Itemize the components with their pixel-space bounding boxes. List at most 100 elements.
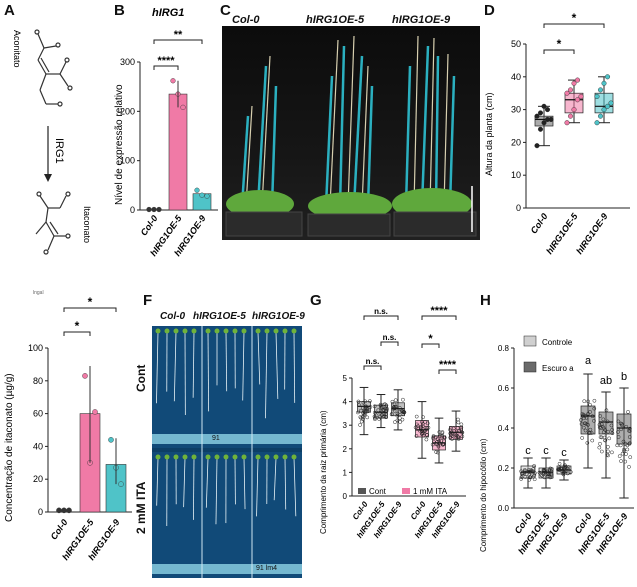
y-tick-label: 0 — [38, 507, 43, 517]
seedling-leaf — [206, 455, 211, 460]
y-tick-label: 4 — [343, 398, 348, 407]
data-point — [624, 452, 627, 455]
data-point — [401, 398, 404, 401]
legend-label-controle: Controle — [542, 338, 573, 347]
data-point — [157, 207, 162, 212]
significance-label: n.s. — [374, 307, 388, 316]
plant-photo-illustration — [222, 26, 480, 240]
data-point — [626, 448, 629, 451]
data-point — [82, 373, 87, 378]
group-letter: c — [561, 447, 567, 459]
seedling-leaf — [233, 455, 238, 460]
seedling-leaf — [242, 329, 247, 334]
data-point — [394, 399, 397, 402]
x-tick-label: Col-0 — [139, 213, 160, 237]
aconitate-structure — [35, 30, 72, 106]
plate-label-col0: Col-0 — [160, 311, 185, 322]
seedling-leaf — [274, 455, 279, 460]
panel-label-g: G — [310, 292, 322, 309]
seedling-leaf — [215, 329, 220, 334]
chart-h: Comprimento do hipocótilo (cm) 0.00.20.4… — [472, 282, 637, 582]
bar — [169, 94, 187, 210]
data-point — [605, 104, 610, 109]
condition-label-cont: Cont — [134, 365, 148, 392]
data-point — [608, 437, 611, 440]
seedling-leaf — [165, 455, 170, 460]
seedling-plates-illustration: 91 91 lm4 — [152, 326, 302, 578]
group-letter: c — [525, 445, 531, 457]
seedling-leaf — [274, 329, 279, 334]
chart-e-ylabel: Concentração de itaconato (µg/g) — [4, 373, 15, 522]
data-point — [602, 81, 607, 86]
panel-label-c: C — [220, 2, 231, 19]
chart-d-ylabel: Altura da planta (cm) — [484, 92, 494, 176]
legend-swatch-ita — [402, 488, 410, 494]
data-point — [598, 88, 603, 93]
data-point — [595, 94, 600, 99]
data-point — [538, 111, 543, 116]
stems — [246, 36, 448, 206]
data-point — [399, 420, 402, 423]
panel-label-f: F — [143, 292, 152, 309]
chart-b-ylabel: Nível de expressão relativo — [114, 84, 125, 205]
significance-label: **** — [430, 305, 448, 317]
significance-label: **** — [157, 55, 175, 67]
significance-bracket — [364, 366, 381, 370]
data-point — [610, 451, 613, 454]
x-tick-label: Col-0 — [529, 211, 550, 235]
y-tick-label: 100 — [28, 343, 43, 353]
plate-mark-2: 91 lm4 — [256, 565, 277, 572]
significance-label: * — [557, 37, 562, 51]
seedling-leaf — [292, 329, 297, 334]
data-point — [200, 193, 205, 198]
significance-label: * — [75, 319, 80, 333]
data-point — [108, 437, 113, 442]
data-point — [92, 409, 97, 414]
seedling-leaf — [265, 455, 270, 460]
data-point — [572, 107, 577, 112]
data-point — [591, 439, 594, 442]
data-point — [549, 117, 554, 122]
y-tick-label: 80 — [33, 376, 43, 386]
itaconate-structure — [36, 192, 70, 254]
y-tick-label: 5 — [343, 374, 348, 383]
y-tick-label: 0 — [130, 205, 135, 215]
seedling-leaf — [174, 329, 179, 334]
seedling-leaf — [292, 455, 297, 460]
reaction-arrowhead — [44, 174, 52, 182]
y-tick-label: 60 — [33, 409, 43, 419]
data-point — [606, 445, 609, 448]
seedling-leaf — [215, 455, 220, 460]
data-point — [358, 423, 361, 426]
seedling-leaf — [256, 455, 261, 460]
data-point — [572, 81, 577, 86]
data-point — [579, 94, 584, 99]
data-point — [605, 75, 610, 80]
y-tick-label: 40 — [33, 441, 43, 451]
seedling-leaf — [233, 329, 238, 334]
data-point — [61, 508, 66, 513]
seedling-leaf — [256, 329, 261, 334]
significance-label: **** — [439, 359, 457, 371]
chart-h-ylabel: Comprimento do hipocótilo (cm) — [479, 438, 488, 552]
significance-bracket — [364, 316, 398, 320]
panel-e: lngal Concentração de itaconato (µg/g) 0… — [0, 282, 140, 582]
group-letter: ab — [600, 375, 612, 387]
y-tick-label: 20 — [33, 474, 43, 484]
y-tick-label: 0 — [516, 203, 521, 213]
data-point — [538, 127, 543, 132]
chart-g: Comprimento da raiz primária (cm) 012345… — [302, 282, 472, 582]
y-tick-label: 10 — [511, 170, 521, 180]
data-point — [606, 450, 609, 453]
data-point — [152, 207, 157, 212]
seedling-leaf — [283, 455, 288, 460]
group-letter: a — [585, 355, 592, 367]
data-point — [545, 107, 550, 112]
data-point — [205, 194, 210, 199]
data-point — [600, 450, 603, 453]
group-letter: b — [621, 371, 627, 383]
x-tick-label: hIRG1OE-9 — [574, 211, 609, 256]
y-tick-label: 1 — [343, 468, 348, 477]
y-tick-label: 0.2 — [498, 464, 510, 473]
data-point — [147, 207, 152, 212]
